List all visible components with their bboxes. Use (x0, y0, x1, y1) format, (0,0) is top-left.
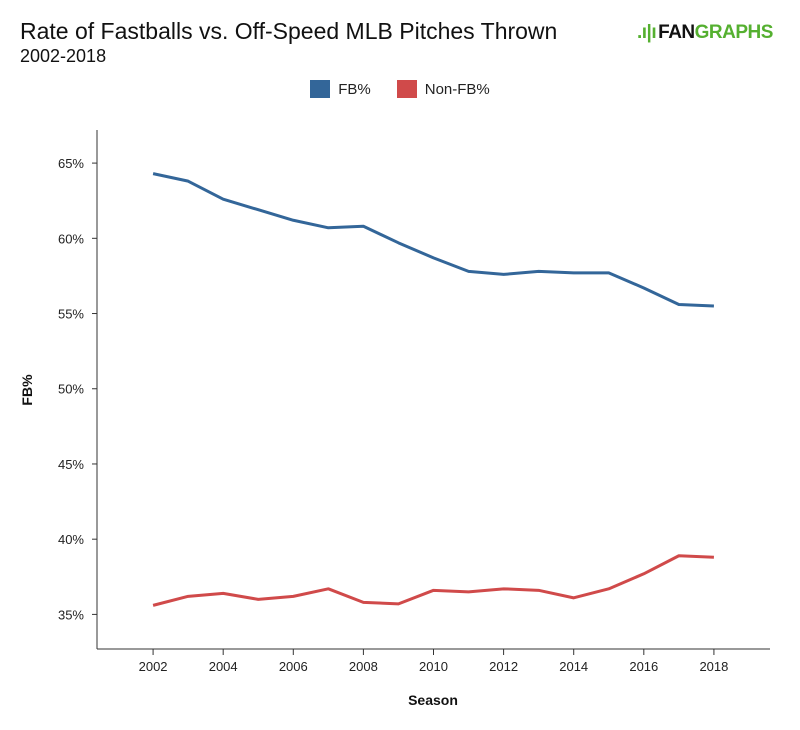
legend-swatch-nonfb (396, 80, 417, 98)
y-tick-label: 40% (58, 532, 84, 547)
x-tick-label: 2018 (699, 659, 728, 674)
legend-label-nonfb: Non-FB% (424, 80, 490, 98)
logo-text-graphs: GRAPHS (694, 22, 774, 43)
x-axis-label: Season (408, 692, 458, 708)
x-tick-label: 2012 (489, 659, 518, 674)
y-tick-label: 55% (58, 307, 84, 322)
legend-item-nonfb[interactable]: Non-FB% (396, 80, 490, 98)
y-tick-label: 45% (58, 457, 84, 472)
y-tick-label: 50% (58, 382, 84, 397)
x-tick-label: 2002 (139, 659, 168, 674)
y-axis-label: FB% (19, 374, 35, 406)
chart-subtitle: 2002-2018 (20, 46, 107, 66)
legend-item-fb[interactable]: FB% (310, 80, 371, 98)
x-tick-label: 2008 (349, 659, 378, 674)
y-tick-label: 60% (58, 231, 84, 246)
x-tick-label: 2006 (279, 659, 308, 674)
series-line-non-fb (152, 554, 714, 607)
batter-logo-icon: .ı|ı (637, 22, 657, 43)
x-tick-label: 2014 (559, 659, 588, 674)
logo-text-fan: FAN (658, 22, 695, 43)
fangraphs-logo: .ı|ı FANGRAPHS (637, 22, 773, 44)
x-tick-label: 2004 (209, 659, 238, 674)
x-tick-label: 2016 (629, 659, 658, 674)
series-line-fb (152, 172, 714, 308)
y-tick-label: 65% (58, 156, 84, 171)
legend-label-fb: FB% (338, 80, 371, 98)
y-tick-label: 35% (58, 607, 84, 622)
chart-title: Rate of Fastballs vs. Off-Speed MLB Pitc… (20, 18, 558, 44)
legend-swatch-fb (310, 80, 331, 98)
x-tick-label: 2010 (419, 659, 448, 674)
legend: FB% Non-FB% (0, 80, 800, 98)
